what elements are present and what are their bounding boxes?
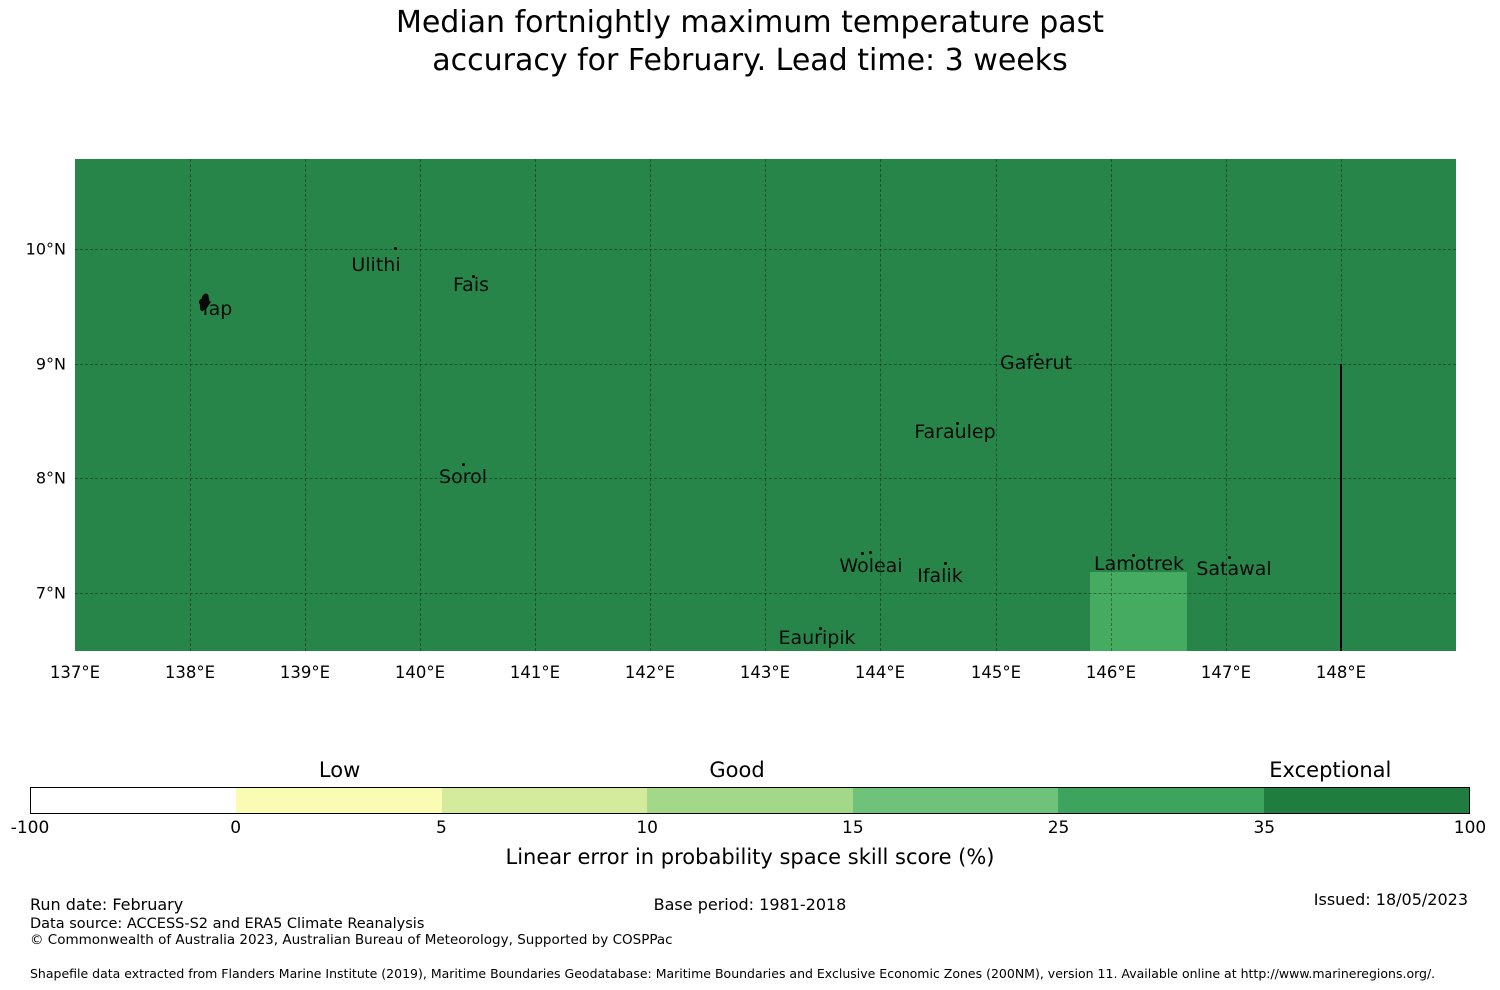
yap-island-shape	[198, 293, 210, 312]
sorol-island-dot	[462, 463, 465, 466]
island-label-lamotrek: Lamotrek	[1094, 553, 1184, 575]
y-tick-9n: 9°N	[35, 354, 66, 374]
island-label-eauripik: Eauripik	[778, 627, 856, 649]
gridline-146e	[1111, 159, 1112, 651]
colorbar-segment-5	[852, 788, 1059, 813]
ifalik-island-dot	[944, 562, 947, 565]
lamotrek-island-dot	[1132, 554, 1135, 557]
island-label-ifalik: Ifalik	[917, 565, 963, 587]
x-tick-141e: 141°E	[509, 663, 561, 682]
x-tick-137e: 137°E	[49, 663, 101, 682]
gridline-140e	[420, 159, 421, 651]
x-axis: 137°E 138°E 139°E 140°E 141°E 142°E 143°…	[50, 663, 1456, 685]
gridline-144e	[880, 159, 881, 651]
island-label-woleai: Woleai	[839, 555, 903, 577]
x-tick-142e: 142°E	[624, 663, 676, 682]
colorbar-segment-7	[1263, 788, 1469, 813]
cb-tick-25: 25	[1047, 818, 1070, 838]
cb-tick-15: 15	[842, 818, 864, 838]
gridline-10n	[75, 249, 1456, 250]
colorbar-category-good: Good	[709, 758, 765, 782]
colorbar-segment-6	[1058, 788, 1264, 813]
cb-tick-0: 0	[230, 818, 242, 838]
colorbar-ticks: -100 0 5 10 15 25 35 100	[11, 818, 1487, 840]
eauripik-island-dot	[819, 627, 822, 630]
colorbar-categories: Low Good Exceptional	[30, 758, 1470, 784]
island-label-ulithi: Ulithi	[351, 254, 401, 276]
data-source-text: Data source: ACCESS-S2 and ERA5 Climate …	[30, 916, 425, 932]
x-tick-146e: 146°E	[1085, 663, 1137, 682]
island-label-fais: Fais	[452, 274, 490, 296]
base-period-text: Base period: 1981-2018	[653, 895, 847, 914]
chart-title-line2: accuracy for February. Lead time: 3 week…	[432, 43, 1068, 78]
gridline-142e	[650, 159, 651, 651]
island-label-gaferut: Gaferut	[999, 352, 1073, 374]
colorbar-segment-3	[441, 788, 648, 813]
colorbar-segment-4	[647, 788, 853, 813]
y-tick-8n: 8°N	[35, 468, 66, 488]
cb-tick-5: 5	[436, 818, 447, 838]
colorbar-category-exceptional: Exceptional	[1269, 758, 1392, 782]
gridline-143e	[765, 159, 766, 651]
gridline-7n	[75, 593, 1456, 594]
gridline-145e	[996, 159, 997, 651]
copyright-text: © Commonwealth of Australia 2023, Austra…	[30, 932, 673, 948]
shapefile-attribution-text: Shapefile data extracted from Flanders M…	[30, 966, 1436, 981]
map-canvas: Yap Ulithi Fais Sorol Gaferut Faraulep W…	[75, 159, 1456, 651]
eez-boundary-line	[1340, 364, 1342, 651]
gaferut-island-dot	[1036, 353, 1039, 356]
skill-patch	[1090, 572, 1187, 651]
woleai-island-dot	[861, 552, 864, 555]
run-date-text: Run date: February	[30, 895, 184, 914]
ulithi-island-dot	[394, 247, 397, 250]
colorbar	[30, 787, 1470, 814]
colorbar-axis-label: Linear error in probability space skill …	[505, 845, 995, 869]
y-tick-10n: 10°N	[25, 239, 66, 259]
island-label-sorol: Sorol	[439, 466, 487, 488]
x-tick-139e: 139°E	[279, 663, 331, 682]
issued-date-text: Issued: 18/05/2023	[1313, 890, 1468, 909]
x-tick-143e: 143°E	[739, 663, 791, 682]
faraulep-island-dot	[956, 422, 959, 425]
x-tick-147e: 147°E	[1200, 663, 1252, 682]
x-tick-148e: 148°E	[1315, 663, 1367, 682]
colorbar-segment-1	[31, 788, 237, 813]
satawal-island-dot	[1228, 556, 1231, 559]
island-label-satawal: Satawal	[1196, 558, 1272, 580]
woleai-island-dot-2	[869, 551, 872, 554]
island-label-faraulep: Faraulep	[914, 421, 996, 443]
island-label-yap: Yap	[199, 298, 233, 320]
x-tick-144e: 144°E	[854, 663, 906, 682]
x-tick-145e: 145°E	[970, 663, 1022, 682]
x-tick-138e: 138°E	[164, 663, 216, 682]
gridline-141e	[535, 159, 536, 651]
gridline-9n	[75, 364, 1456, 365]
gridline-138e	[190, 159, 191, 651]
colorbar-segment-2	[236, 788, 442, 813]
fais-island-dot	[472, 275, 475, 278]
chart-title-line1: Median fortnightly maximum temperature p…	[395, 5, 1105, 40]
cb-tick-neg100: -100	[10, 818, 50, 838]
y-tick-7n: 7°N	[35, 583, 66, 603]
gridline-147e	[1226, 159, 1227, 651]
gridline-139e	[305, 159, 306, 651]
cb-tick-35: 35	[1253, 818, 1276, 838]
cb-tick-100: 100	[1453, 818, 1487, 838]
x-tick-140e: 140°E	[394, 663, 446, 682]
gridline-8n	[75, 478, 1456, 479]
cb-tick-10: 10	[636, 818, 658, 838]
chart-title: Median fortnightly maximum temperature p…	[0, 4, 1500, 80]
colorbar-category-low: Low	[318, 758, 361, 782]
